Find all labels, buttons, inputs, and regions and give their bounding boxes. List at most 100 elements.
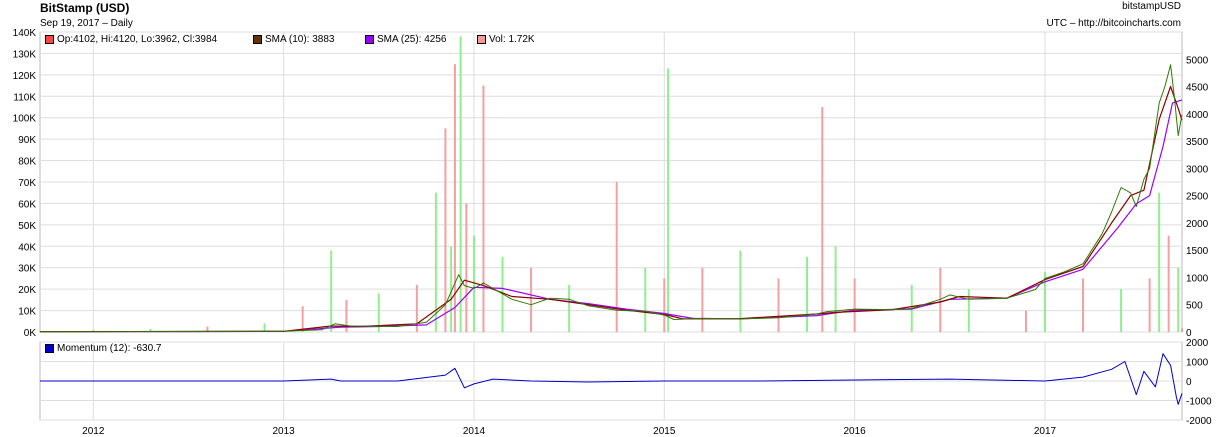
- volume-bar: [667, 68, 670, 332]
- y-right-tick-label: 1500: [1186, 246, 1209, 257]
- momentum-tick-label: 1000: [1186, 358, 1209, 369]
- volume-bar: [1167, 235, 1170, 332]
- volume-bar: [472, 235, 475, 332]
- momentum-tick-label: -2000: [1186, 416, 1212, 427]
- volume-bars: [39, 36, 1183, 333]
- y-left-tick-label: 40K: [18, 242, 36, 253]
- volume-bar: [1082, 278, 1085, 332]
- y-left-tick-label: 10K: [18, 307, 36, 318]
- volume-bar: [821, 107, 824, 332]
- volume-bar: [615, 182, 618, 332]
- y-left-tick-label: 60K: [18, 199, 36, 210]
- legend-volume-label: Vol: 1.72K: [489, 34, 535, 45]
- volume-bar: [434, 192, 437, 332]
- x-tick-label: 2013: [273, 426, 296, 437]
- y-left-tick-label: 140K: [13, 28, 37, 39]
- momentum-series-line: [40, 353, 1183, 405]
- y-left-tick-label: 70K: [18, 178, 36, 189]
- legend-momentum-label: Momentum (12): -630.7: [57, 343, 162, 354]
- page-title: BitStamp (USD): [40, 1, 130, 15]
- y-right-tick-label: 4500: [1186, 83, 1209, 94]
- sma10-line: [39, 85, 1183, 333]
- legend-sma25: SMA (25): 4256: [365, 34, 446, 45]
- volume-bar: [967, 289, 970, 332]
- volume-bar: [206, 326, 209, 332]
- legend-sma10-label: SMA (10): 3883: [265, 34, 335, 45]
- y-right-tick-label: 5000: [1186, 55, 1209, 66]
- volume-bar: [1120, 289, 1123, 332]
- legend-sma10: SMA (10): 3883: [253, 34, 334, 45]
- y-right-tick-label: 3000: [1186, 164, 1209, 175]
- volume-bar: [450, 246, 453, 332]
- y-right-tick-label: 4000: [1186, 110, 1209, 121]
- volume-bar: [1148, 278, 1151, 332]
- volume-bar: [263, 323, 266, 332]
- volume-bar: [459, 36, 462, 333]
- legend-volume-swatch: [477, 35, 486, 44]
- legend-momentum: Momentum (12): -630.7: [45, 343, 162, 354]
- volume-bar: [1158, 192, 1161, 332]
- legend-sma25-swatch: [365, 35, 374, 44]
- chart-subtitle: Sep 19, 2017 – Daily: [40, 18, 133, 29]
- volume-bar: [939, 267, 942, 332]
- volume-bar: [345, 299, 348, 332]
- volume-bar: [568, 284, 571, 332]
- momentum-tick-label: -1000: [1186, 397, 1212, 408]
- volume-bar: [149, 328, 152, 332]
- volume-bar: [501, 257, 504, 332]
- x-tick-label: 2016: [844, 426, 867, 437]
- volume-bar: [444, 128, 447, 332]
- grid: [39, 31, 1183, 421]
- volume-bar: [806, 257, 809, 332]
- x-tick-label: 2017: [1034, 426, 1057, 437]
- source-name: bitstampUSD: [1122, 1, 1181, 12]
- volume-bar: [465, 203, 468, 332]
- volume-bar: [530, 267, 533, 332]
- volume-bar: [739, 250, 742, 332]
- x-tick-label: 2014: [463, 426, 486, 437]
- momentum-line: [40, 353, 1183, 405]
- price-lines: [39, 64, 1183, 333]
- y-left-tick-label: 50K: [18, 221, 36, 232]
- y-right-tick-label: 0: [1186, 328, 1192, 339]
- legend-sma10-swatch: [253, 35, 262, 44]
- y-right-tick-label: 2000: [1186, 219, 1209, 230]
- volume-bar: [1024, 310, 1027, 332]
- y-left-tick-label: 30K: [18, 264, 36, 275]
- volume-bar: [834, 246, 837, 332]
- volume-bar: [1043, 272, 1046, 332]
- volume-bar: [777, 278, 780, 332]
- legend-volume: Vol: 1.72K: [477, 34, 535, 45]
- y-left-tick-label: 0K: [24, 328, 37, 339]
- volume-bar: [644, 267, 647, 332]
- legend-momentum-swatch: [45, 344, 54, 353]
- y-right-tick-label: 3500: [1186, 137, 1209, 148]
- y-left-tick-label: 120K: [13, 71, 37, 82]
- legend-ohlc-swatch: [45, 35, 54, 44]
- volume-bar: [482, 85, 485, 332]
- volume-bar: [701, 267, 704, 332]
- x-tick-label: 2015: [653, 426, 676, 437]
- legend-ohlc: Op:4102, Hi:4120, Lo:3962, Cl:3984: [45, 34, 217, 45]
- volume-bar: [330, 250, 333, 332]
- momentum-tick-label: 2000: [1186, 338, 1209, 349]
- y-right-tick-label: 500: [1186, 301, 1203, 312]
- source-url: UTC – http://bitcoincharts.com: [1046, 18, 1182, 29]
- y-left-tick-label: 90K: [18, 135, 36, 146]
- y-left-tick-label: 130K: [13, 49, 37, 60]
- volume-bar: [853, 278, 856, 332]
- x-tick-label: 2012: [82, 426, 105, 437]
- volume-bar: [377, 293, 380, 332]
- legend-sma25-label: SMA (25): 4256: [377, 34, 447, 45]
- y-right-tick-label: 2500: [1186, 192, 1209, 203]
- y-left-tick-label: 20K: [18, 285, 36, 296]
- y-left-tick-label: 80K: [18, 157, 36, 168]
- volume-bar: [301, 306, 304, 332]
- y-left-tick-label: 100K: [13, 114, 37, 125]
- y-left-tick-label: 110K: [13, 92, 36, 103]
- price-line: [40, 64, 1183, 333]
- axes: 0K 10K 20K 30K 40K 50K 60K 70K 80K 90K 100K 110K 120…: [13, 28, 1212, 437]
- momentum-tick-label: 0: [1186, 377, 1192, 388]
- legend-ohlc-label: Op:4102, Hi:4120, Lo:3962, Cl:3984: [57, 34, 218, 45]
- volume-bar: [453, 64, 456, 333]
